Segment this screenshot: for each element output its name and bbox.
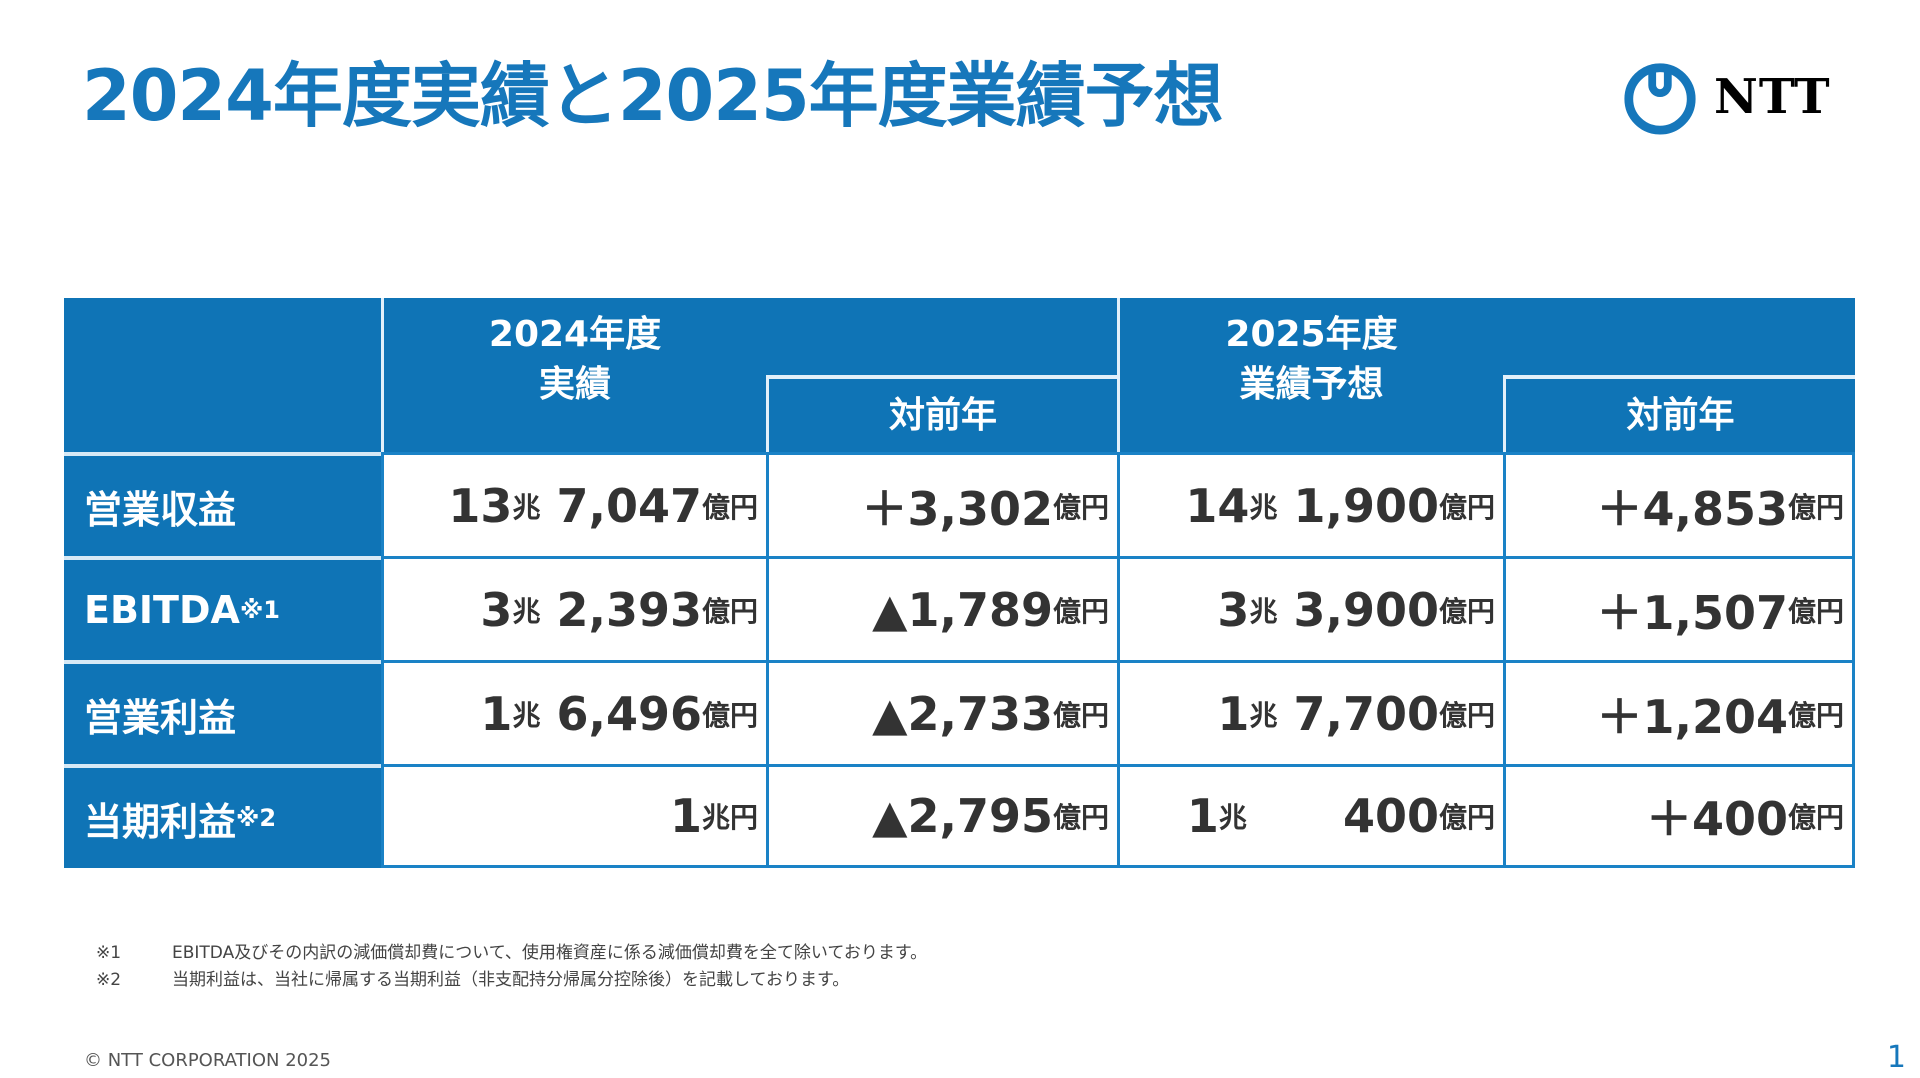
- unit-text: 億円: [701, 698, 758, 732]
- unit-text: 億円: [701, 490, 758, 524]
- unit-text: 億円: [1052, 698, 1109, 732]
- value-text: ＋3,302: [861, 481, 1053, 536]
- value-text: 3: [480, 582, 513, 637]
- cell-yoy-2025: ＋1,507 億円: [1503, 556, 1855, 660]
- unit-text: 億円: [1787, 698, 1844, 732]
- unit-text: 億円: [1052, 801, 1109, 834]
- row-label-text: EBITDA: [84, 588, 240, 632]
- value-text: 1: [1186, 789, 1219, 843]
- cell-yoy-2024: ▲2,795 億円: [766, 764, 1117, 868]
- value-text: ＋4,853: [1596, 481, 1788, 536]
- page-title: 2024年度実績と2025年度業績予想: [82, 55, 1224, 137]
- value-text: ＋400: [1645, 792, 1788, 846]
- cell-yoy-2024: ＋3,302 億円: [766, 452, 1117, 556]
- footnote-2: ※2 当期利益は、当社に帰属する当期利益（非支配持分帰属分控除後）を記載しておりま…: [96, 965, 849, 990]
- unit-text: 兆: [1218, 801, 1247, 834]
- unit-text: 兆: [1249, 490, 1278, 524]
- header-blank: [766, 298, 1117, 379]
- header-fy2025: 2025年度 業績予想: [1117, 298, 1503, 452]
- cell-yoy-2024: ▲2,733 億円: [766, 660, 1117, 764]
- header-blank: [1503, 298, 1855, 379]
- row-label-note: ※2: [236, 804, 277, 832]
- unit-text: 兆円: [701, 801, 758, 834]
- row-label-text: 営業利益: [84, 695, 237, 740]
- value-text: 7,700: [1277, 686, 1439, 741]
- unit-text: 億円: [1052, 490, 1109, 524]
- header-yoy-2025: 対前年: [1503, 375, 1855, 452]
- ntt-logo: NTT: [1620, 58, 1831, 136]
- value-text: ▲1,789: [872, 582, 1053, 637]
- unit-text: 億円: [1438, 490, 1495, 524]
- footnote-1: ※1 EBITDA及びその内訳の減価償却費について、使用権資産に係る減価償却費を全…: [96, 938, 927, 963]
- row-label: EBITDA ※1: [64, 556, 381, 660]
- unit-text: 兆: [512, 490, 541, 524]
- footnote-1-mark: ※1: [96, 943, 122, 963]
- cell-fy2024-actual: 13 兆 7,047 億円: [381, 452, 766, 556]
- footnote-2-text: 当期利益は、当社に帰属する当期利益（非支配持分帰属分控除後）を記載しております。: [172, 970, 850, 990]
- cell-fy2024-actual: 1 兆円: [381, 764, 766, 868]
- row-label-text: 当期利益: [84, 799, 237, 844]
- value-text: ▲2,795: [872, 789, 1053, 843]
- row-label: 営業収益: [64, 452, 381, 556]
- unit-text: 兆: [1249, 698, 1278, 732]
- value-text: ▲2,733: [872, 686, 1053, 741]
- cell-yoy-2025: ＋400 億円: [1503, 764, 1855, 868]
- value-text: 6,496: [540, 686, 702, 741]
- unit-text: 億円: [1438, 698, 1495, 732]
- unit-text: 億円: [1052, 594, 1109, 628]
- value-text: 1: [669, 789, 702, 843]
- row-label: 当期利益 ※2: [64, 764, 381, 868]
- header-corner: [64, 298, 381, 452]
- unit-text: 兆: [512, 594, 541, 628]
- ntt-logo-text: NTT: [1714, 69, 1831, 125]
- value-text: 2,393: [540, 582, 702, 637]
- footnote-1-text: EBITDA及びその内訳の減価償却費について、使用権資産に係る減価償却費を全て除…: [172, 943, 928, 963]
- footnote-2-mark: ※2: [96, 970, 122, 990]
- ntt-logo-mark-icon: [1624, 63, 1696, 135]
- unit-text: 億円: [701, 594, 758, 628]
- row-label: 営業利益: [64, 660, 381, 764]
- unit-text: 億円: [1438, 594, 1495, 628]
- cell-yoy-2025: ＋1,204 億円: [1503, 660, 1855, 764]
- value-text: 1,900: [1277, 478, 1439, 533]
- header-fy2025-line1: 2025年度: [1225, 314, 1398, 355]
- header-yoy-2024: 対前年: [766, 375, 1117, 452]
- value-text: ＋1,204: [1596, 689, 1788, 744]
- cell-yoy-2025: ＋4,853 億円: [1503, 452, 1855, 556]
- unit-text: 億円: [1438, 801, 1495, 834]
- row-label-text: 営業収益: [84, 487, 237, 532]
- cell-fy2025-forecast: 14 兆 1,900 億円: [1117, 452, 1503, 556]
- value-text: 400: [1246, 789, 1439, 843]
- row-label-note: ※1: [239, 596, 280, 624]
- unit-text: 億円: [1787, 801, 1844, 834]
- value-text: 3,900: [1277, 582, 1439, 637]
- unit-text: 億円: [1787, 490, 1844, 524]
- value-text: 7,047: [540, 478, 702, 533]
- cell-yoy-2024: ▲1,789 億円: [766, 556, 1117, 660]
- header-fy2024-line2: 実績: [538, 364, 611, 405]
- unit-text: 兆: [1249, 594, 1278, 628]
- value-text: ＋1,507: [1596, 585, 1788, 640]
- value-text: 3: [1217, 582, 1250, 637]
- value-text: 1: [1217, 686, 1250, 741]
- value-text: 13: [448, 478, 513, 533]
- copyright: © NTT CORPORATION 2025: [84, 1050, 332, 1071]
- header-fy2024: 2024年度 実績: [381, 298, 766, 452]
- header-fy2025-line2: 業績予想: [1239, 364, 1384, 405]
- unit-text: 兆: [512, 698, 541, 732]
- value-text: 1: [480, 686, 513, 741]
- results-table: 2024年度 実績 対前年 2025年度 業績予想 対前年 営業収益 13 兆 7,…: [64, 298, 1855, 868]
- header-fy2024-line1: 2024年度: [488, 314, 662, 355]
- page-number: 1: [1886, 1040, 1906, 1075]
- value-text: 14: [1185, 478, 1250, 533]
- unit-text: 億円: [1787, 594, 1844, 628]
